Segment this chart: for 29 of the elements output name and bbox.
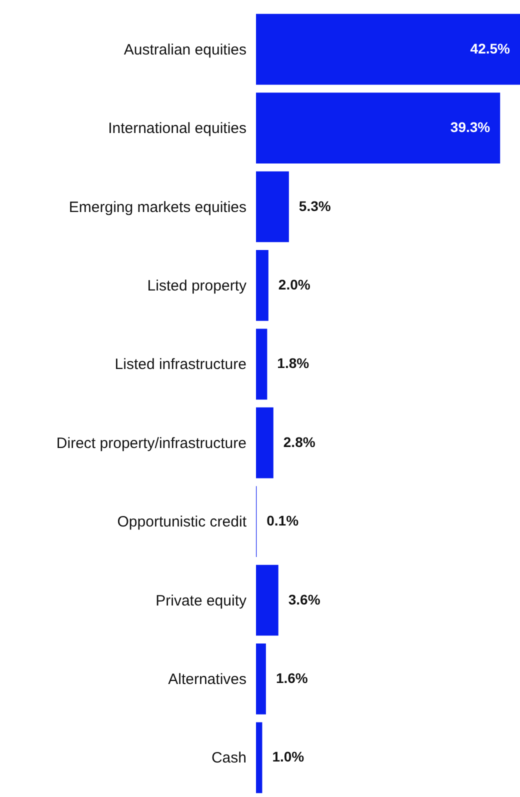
y-tick-label: Australian equities [124,41,246,58]
y-tick-label: International equities [108,120,246,138]
data-label: 5.3% [298,198,332,214]
y-tick-label: Listed infrastructure [114,356,246,374]
y-tick-label: Opportunistic credit [117,514,248,531]
data-label: 1.8% [277,355,310,372]
data-label: 0.1% [266,512,300,529]
bar [256,92,500,164]
data-label: 1.6% [276,670,308,686]
data-label: 1.0% [272,748,305,765]
y-tick-label: Emerging markets equities [68,198,246,216]
y-tick-label: Alternatives [168,670,246,688]
data-label: 3.6% [288,591,321,608]
bar [256,171,289,242]
bar [256,407,274,478]
bar [256,722,262,794]
bar [256,250,268,321]
bar [256,328,268,400]
y-tick-label: Cash [211,750,246,767]
data-label: 42.5% [470,40,511,56]
bar [256,564,278,636]
bar [256,644,266,714]
data-label: 39.3% [450,119,491,136]
y-tick-label: Listed property [147,277,247,294]
data-label: 2.0% [278,276,311,292]
data-label: 2.8% [283,434,316,450]
y-tick-label: Private equity [156,592,247,610]
bar [256,14,520,85]
y-tick-label: Direct property/infrastructure [56,434,246,452]
